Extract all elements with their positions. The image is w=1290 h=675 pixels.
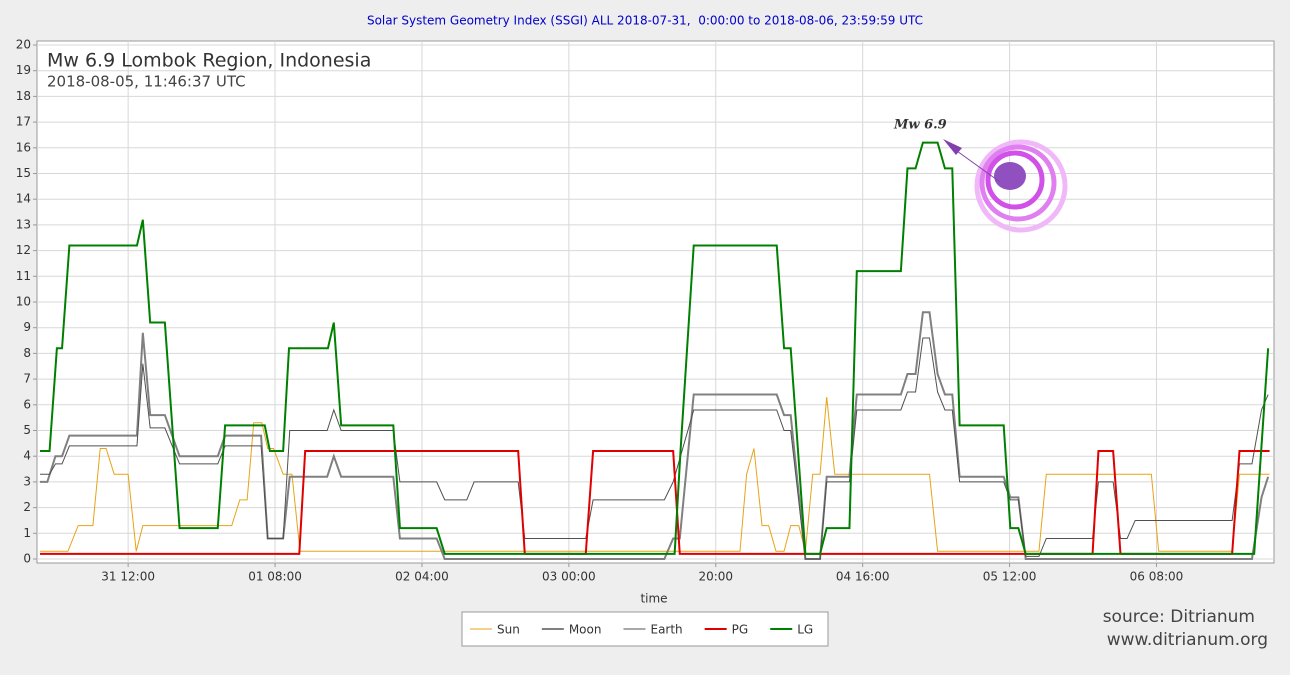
x-tick-label: 02 04:00 xyxy=(395,570,449,584)
ring xyxy=(974,139,1068,233)
y-tick-label: 12 xyxy=(16,243,31,257)
y-tick-label: 18 xyxy=(16,89,31,103)
legend-label: Earth xyxy=(650,623,682,637)
y-tick-label: 8 xyxy=(23,346,31,360)
series-line xyxy=(40,141,1270,555)
legend: Sun Moon Earth PG LG xyxy=(470,623,813,637)
legend-label: Sun xyxy=(497,623,520,637)
y-tick-label: 2 xyxy=(23,500,31,514)
quake-marker: Mw 6.9 xyxy=(893,118,1068,233)
event-heading: Mw 6.9 Lombok Region, Indonesia xyxy=(47,50,371,72)
y-tick-label: 11 xyxy=(16,269,31,283)
legend-label: PG xyxy=(732,623,749,637)
y-tick-label: 17 xyxy=(16,115,31,129)
chart-title: Solar System Geometry Index (SSGI) ALL 2… xyxy=(367,14,923,28)
y-tick-label: 10 xyxy=(16,295,31,309)
x-tick-label: 04 16:00 xyxy=(836,570,890,584)
event-time: 2018-08-05, 11:46:37 UTC xyxy=(47,73,246,91)
x-tick-label: 06 08:00 xyxy=(1130,570,1184,584)
source: source: Ditrianum xyxy=(1103,607,1255,627)
legend-item: Moon xyxy=(541,623,602,637)
y-tick-label: 9 xyxy=(23,320,31,334)
x-tick-label: 31 12:00 xyxy=(101,570,155,584)
x-tick-label: 05 12:00 xyxy=(983,570,1037,584)
legend-label: LG xyxy=(797,623,813,637)
y-tick-label: 4 xyxy=(23,449,31,463)
series-line xyxy=(40,397,1270,552)
arrow-head xyxy=(943,139,962,155)
x-axis-label: time xyxy=(640,592,667,606)
y-tick-label: 5 xyxy=(23,423,31,437)
annotation: Mw 6.9 xyxy=(893,118,947,133)
y-tick-label: 14 xyxy=(16,192,31,206)
x-tick-label: 01 08:00 xyxy=(248,570,302,584)
y-tick-label: 19 xyxy=(16,63,31,77)
y-tick-label: 20 xyxy=(16,38,31,52)
y-tick-label: 13 xyxy=(16,217,31,231)
website: www.ditrianum.org xyxy=(1107,630,1268,650)
core xyxy=(994,162,1026,190)
y-tick-label: 15 xyxy=(16,166,31,180)
legend-label: Moon xyxy=(569,623,602,637)
y-tick-label: 7 xyxy=(23,372,31,386)
x-tick-label: 20:00 xyxy=(698,570,733,584)
y-tick-label: 0 xyxy=(23,552,31,566)
legend-item: PG xyxy=(704,623,749,637)
x-tick-label: 03 00:00 xyxy=(542,570,596,584)
lines xyxy=(40,141,1270,560)
y-tick-label: 1 xyxy=(23,526,31,540)
legend-item: Sun xyxy=(470,623,520,637)
y-tick-label: 6 xyxy=(23,397,31,411)
ring xyxy=(985,150,1045,210)
y-tick-label: 16 xyxy=(16,140,31,154)
legend-item: LG xyxy=(770,623,813,637)
legend-item: Earth xyxy=(623,623,683,637)
ring xyxy=(979,144,1057,222)
y-tick-label: 3 xyxy=(23,474,31,488)
